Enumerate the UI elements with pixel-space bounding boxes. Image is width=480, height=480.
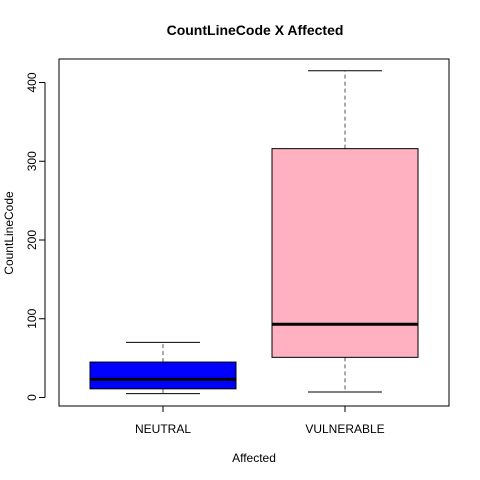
- y-axis: 0 100 200 300 400: [25, 72, 46, 401]
- box-neutral: [89, 341, 237, 395]
- y-axis-label: CountLineCode: [2, 191, 16, 275]
- iqr-box: [271, 148, 419, 358]
- x-tick-label: NEUTRAL: [135, 422, 191, 436]
- box-vulnerable: [271, 70, 419, 393]
- chart-title: CountLineCode X Affected: [167, 22, 344, 38]
- y-tick-label: 0: [25, 394, 39, 401]
- y-tick-label: 200: [25, 230, 39, 250]
- y-tick-label: 400: [25, 72, 39, 92]
- y-tick-label: 100: [25, 308, 39, 328]
- x-tick-label: VULNERABLE: [305, 422, 384, 436]
- boxes-layer: [89, 70, 419, 395]
- iqr-box: [89, 361, 237, 390]
- x-axis: NEUTRAL VULNERABLE: [135, 405, 385, 436]
- y-tick-label: 300: [25, 151, 39, 171]
- x-axis-label: Affected: [232, 451, 276, 465]
